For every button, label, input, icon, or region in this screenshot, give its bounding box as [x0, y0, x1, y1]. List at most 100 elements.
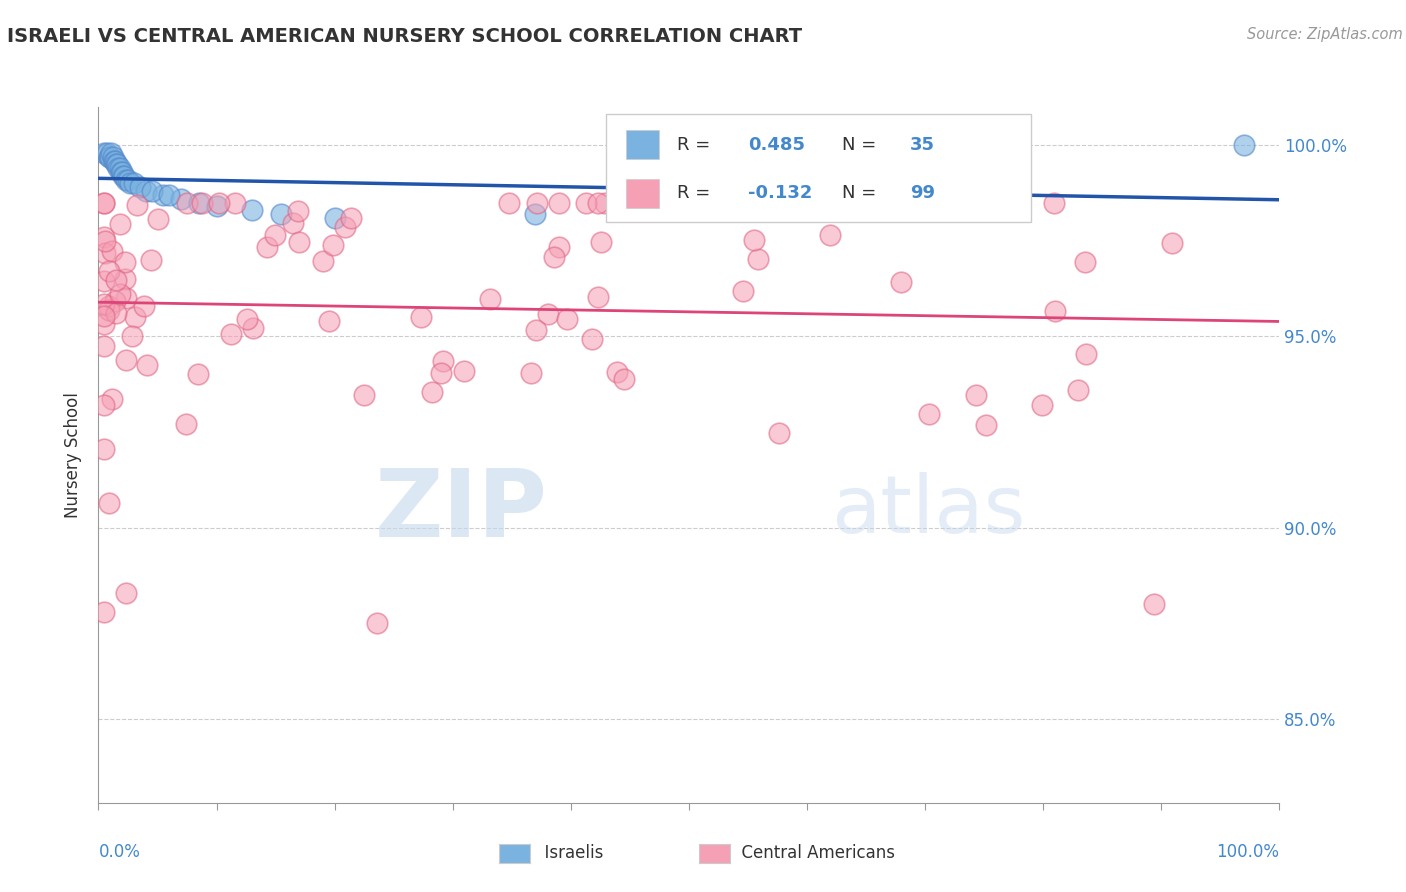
Text: Israelis: Israelis — [534, 844, 603, 862]
Bar — [626, 130, 659, 159]
Text: R =: R = — [678, 136, 716, 154]
Point — [1233, 138, 1256, 153]
Point — [93, 318, 115, 332]
Point — [93, 195, 115, 210]
Point — [115, 585, 138, 599]
Point — [104, 294, 127, 309]
Point — [176, 195, 198, 210]
Point — [240, 203, 263, 218]
Point — [1143, 597, 1166, 611]
Point — [242, 321, 264, 335]
Point — [115, 352, 138, 367]
Point — [121, 329, 143, 343]
Point — [101, 392, 124, 406]
Text: N =: N = — [842, 136, 883, 154]
Text: R =: R = — [678, 184, 716, 202]
Point — [187, 195, 209, 210]
Text: 0.485: 0.485 — [748, 136, 806, 154]
Point — [122, 177, 145, 191]
Point — [114, 291, 136, 305]
Point — [114, 172, 136, 186]
Point — [135, 184, 157, 198]
Point — [479, 292, 502, 306]
Point — [420, 384, 443, 399]
Point — [93, 398, 115, 412]
Point — [120, 177, 142, 191]
Point — [111, 165, 134, 179]
Point — [498, 195, 520, 210]
Point — [98, 264, 121, 278]
Point — [411, 310, 433, 324]
Point — [606, 365, 628, 379]
Y-axis label: Nursery School: Nursery School — [65, 392, 83, 518]
Point — [191, 195, 214, 210]
Point — [548, 195, 571, 210]
Point — [93, 230, 115, 244]
Point — [270, 207, 292, 221]
Point — [107, 161, 129, 176]
Point — [100, 145, 122, 160]
Point — [852, 198, 875, 212]
Point — [256, 240, 278, 254]
Point — [104, 272, 127, 286]
Point — [678, 203, 700, 218]
Point — [104, 153, 127, 168]
Point — [236, 312, 259, 326]
Point — [108, 161, 131, 176]
Point — [430, 366, 453, 380]
Point — [581, 331, 603, 345]
Point — [890, 276, 912, 290]
Point — [105, 157, 128, 171]
Point — [93, 339, 115, 353]
Point — [96, 145, 118, 160]
Point — [1161, 235, 1184, 250]
Point — [114, 255, 136, 269]
Point — [1043, 195, 1066, 210]
Point — [97, 496, 120, 510]
Point — [101, 150, 124, 164]
Point — [1031, 398, 1053, 412]
Point — [586, 196, 609, 211]
Point — [98, 299, 121, 313]
Point — [965, 387, 987, 401]
Text: Central Americans: Central Americans — [731, 844, 896, 862]
Text: ISRAELI VS CENTRAL AMERICAN NURSERY SCHOOL CORRELATION CHART: ISRAELI VS CENTRAL AMERICAN NURSERY SCHO… — [7, 27, 803, 45]
Point — [453, 364, 475, 378]
FancyBboxPatch shape — [606, 114, 1032, 222]
Point — [537, 308, 560, 322]
Point — [340, 211, 363, 225]
Text: Source: ZipAtlas.com: Source: ZipAtlas.com — [1247, 27, 1403, 42]
Text: -0.132: -0.132 — [748, 184, 813, 202]
Point — [93, 195, 115, 210]
Point — [114, 272, 136, 286]
Point — [323, 211, 346, 225]
Point — [593, 195, 616, 210]
Point — [733, 285, 755, 299]
Point — [97, 303, 120, 318]
Point — [1043, 303, 1066, 318]
Point — [124, 310, 146, 324]
Point — [555, 312, 578, 326]
Point — [613, 372, 636, 386]
Point — [768, 426, 790, 441]
Point — [205, 199, 228, 213]
Text: 35: 35 — [910, 136, 935, 154]
Point — [742, 233, 765, 247]
Point — [519, 366, 541, 380]
Point — [548, 240, 571, 254]
Point — [94, 246, 117, 260]
Point — [589, 235, 612, 249]
Point — [108, 287, 131, 301]
Point — [94, 235, 117, 249]
Text: 0.0%: 0.0% — [98, 843, 141, 861]
Point — [855, 199, 877, 213]
Point — [318, 314, 340, 328]
Point — [224, 195, 246, 210]
Point — [103, 153, 125, 168]
Point — [157, 188, 180, 202]
Point — [110, 165, 132, 179]
Point — [93, 145, 115, 160]
Point — [353, 388, 375, 402]
Point — [322, 238, 344, 252]
Point — [187, 367, 209, 381]
